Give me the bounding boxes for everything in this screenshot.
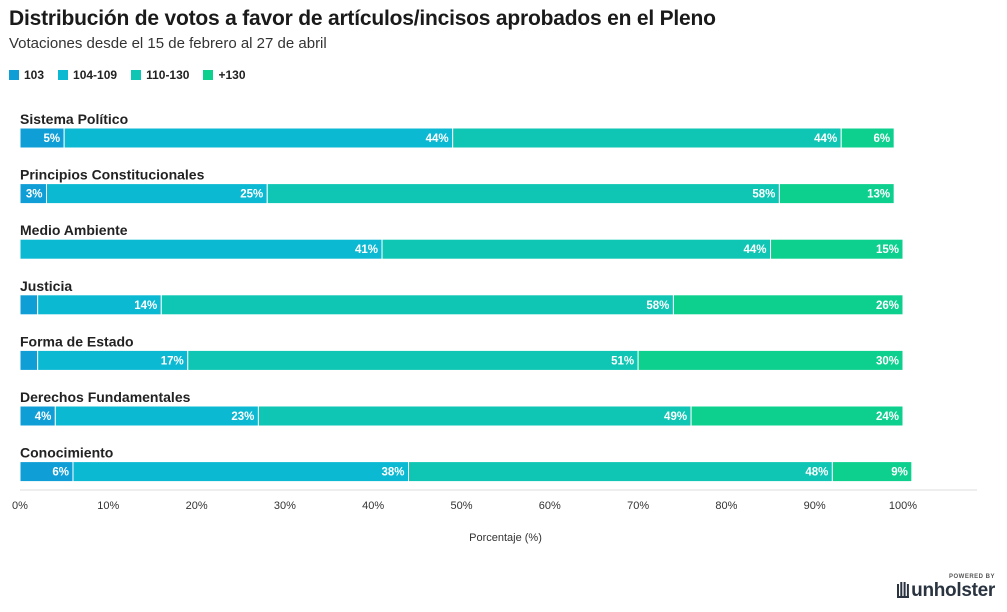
- data-label: 4%: [35, 411, 52, 423]
- bar-segment: [63, 127, 454, 149]
- bar-segment: [19, 349, 39, 371]
- data-label: 14%: [134, 300, 157, 312]
- legend-label: 103: [24, 68, 45, 82]
- data-label: 38%: [381, 467, 404, 479]
- bar-segment: [54, 405, 259, 427]
- x-tick-label: 100%: [889, 500, 917, 512]
- data-label: 6%: [874, 133, 891, 145]
- legend-label: +130: [218, 68, 246, 82]
- x-tick-label: 60%: [539, 500, 561, 512]
- legend-item[interactable]: +130: [203, 68, 246, 82]
- x-tick-label: 90%: [804, 500, 826, 512]
- data-label: 26%: [876, 300, 899, 312]
- data-label: 5%: [44, 133, 61, 145]
- bar-segment: [778, 183, 895, 205]
- data-label: 49%: [664, 411, 687, 423]
- powered-by-label: POWERED BY: [948, 574, 995, 580]
- data-label: 25%: [240, 189, 263, 201]
- x-tick-label: 80%: [715, 500, 737, 512]
- bar-segment: [19, 294, 39, 316]
- legend-item[interactable]: 110-130: [131, 68, 189, 82]
- bar-segment: [160, 294, 674, 316]
- powered-by-badge[interactable]: POWERED BY unholster: [897, 574, 995, 602]
- data-label: 44%: [814, 133, 837, 145]
- x-axis-title: Porcentaje (%): [469, 532, 542, 544]
- data-label: 24%: [876, 411, 899, 423]
- data-label: 44%: [744, 244, 767, 256]
- data-label: 41%: [355, 244, 378, 256]
- bar-segment: [637, 349, 904, 371]
- x-tick-label: 70%: [627, 500, 649, 512]
- x-tick-label: 10%: [97, 500, 119, 512]
- data-label: 58%: [646, 300, 669, 312]
- data-label: 44%: [426, 133, 449, 145]
- legend-item[interactable]: 104-109: [58, 68, 117, 82]
- legend-item[interactable]: 103: [9, 68, 44, 82]
- chart-title: Distribución de votos a favor de artícul…: [9, 7, 716, 30]
- bar-segment: [45, 183, 268, 205]
- brand-logo: unholster: [897, 580, 995, 602]
- category-label: Principios Constitucionales: [20, 167, 205, 183]
- legend-label: 104-109: [73, 68, 118, 82]
- bar-segment: [408, 461, 833, 483]
- bar-segment: [690, 405, 904, 427]
- legend-label: 110-130: [146, 68, 190, 82]
- data-label: 58%: [752, 189, 775, 201]
- x-tick-label: 40%: [362, 500, 384, 512]
- bar-segment: [452, 127, 842, 149]
- category-label: Derechos Fundamentales: [20, 389, 191, 405]
- legend-swatch: [203, 70, 214, 80]
- category-label: Conocimiento: [20, 445, 113, 461]
- chart-subtitle: Votaciones desde el 15 de febrero al 27 …: [9, 35, 327, 52]
- bar-segment: [840, 127, 895, 149]
- category-label: Sistema Político: [20, 111, 128, 127]
- x-tick-label: 50%: [450, 500, 472, 512]
- data-label: 3%: [26, 189, 43, 201]
- brand-logo-icon: [897, 582, 910, 598]
- bar-segment: [672, 294, 904, 316]
- data-label: 48%: [805, 467, 828, 479]
- bar-segment: [831, 461, 913, 483]
- bar-segment: [381, 238, 772, 260]
- category-label: Medio Ambiente: [20, 222, 128, 238]
- legend: 103 104-109 110-130 +130: [9, 68, 246, 82]
- data-label: 30%: [876, 355, 899, 367]
- category-label: Justicia: [20, 278, 72, 294]
- data-label: 6%: [52, 467, 69, 479]
- data-label: 23%: [231, 411, 254, 423]
- bar-segment: [770, 238, 904, 260]
- legend-swatch: [9, 70, 19, 80]
- x-tick-label: 20%: [186, 500, 208, 512]
- data-label: 15%: [876, 244, 899, 256]
- bar-segment: [72, 461, 410, 483]
- data-label: 13%: [867, 189, 890, 201]
- bar-segment: [257, 405, 692, 427]
- bar-segment: [19, 238, 383, 260]
- category-label: Forma de Estado: [20, 333, 134, 349]
- x-tick-label: 0%: [12, 500, 28, 512]
- legend-swatch: [58, 70, 69, 80]
- data-label: 17%: [161, 355, 184, 367]
- data-label: 9%: [891, 467, 908, 479]
- data-label: 51%: [611, 355, 634, 367]
- brand-name: unholster: [911, 580, 995, 601]
- bar-segment: [187, 349, 639, 371]
- bar-segment: [266, 183, 780, 205]
- x-tick-label: 30%: [274, 500, 296, 512]
- legend-swatch: [131, 70, 142, 80]
